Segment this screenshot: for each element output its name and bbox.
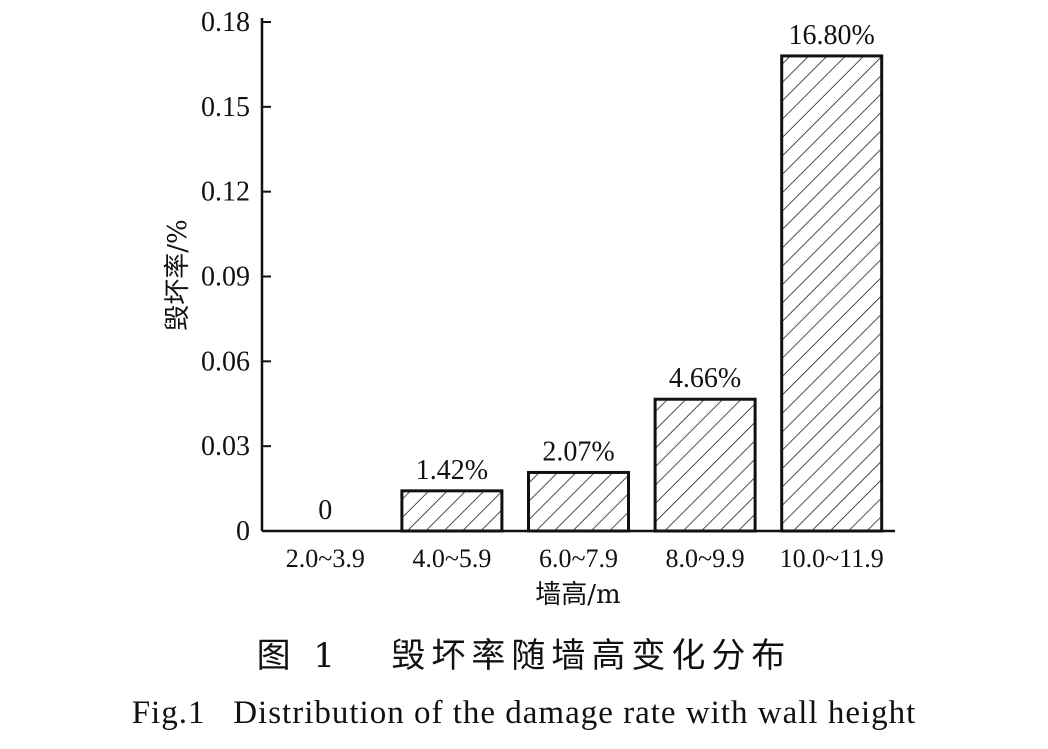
figure-caption-english: Fig.1 Distribution of the damage rate wi… (131, 695, 917, 731)
axes: 0 0.03 0.06 0.09 0.12 0.15 0.18 2.0~3.9 4.0~5.9 6… (201, 7, 895, 573)
y-tick-label: 0.12 (201, 177, 250, 208)
bar-value-label: 4.66% (669, 363, 741, 394)
x-tick-label: 4.0~5.9 (412, 544, 491, 573)
data-labels: 0 1.42% 2.07% 4.66% 16.80% (318, 20, 875, 526)
bar-value-label: 2.07% (542, 436, 614, 467)
bar (653, 397, 757, 533)
y-tick-label: 0.15 (201, 92, 250, 123)
x-axis-title: 墙高/m (535, 580, 620, 610)
y-tick-label: 0.06 (201, 346, 250, 377)
figure-caption-chinese: 图 1 毁坏率随墙高变化分布 (256, 636, 792, 676)
x-tick-label: 2.0~3.9 (286, 544, 365, 573)
bar-value-label: 0 (318, 495, 332, 526)
bar-chart: 0 0.03 0.06 0.09 0.12 0.15 0.18 2.0~3.9 4.0~5.9 6… (163, 7, 895, 610)
y-tick-label: 0.18 (201, 7, 250, 38)
bar-value-label: 16.80% (789, 20, 875, 51)
bar-value-label: 1.42% (416, 455, 488, 486)
y-axis-title: 毁坏率/% (163, 219, 193, 330)
bar (400, 489, 504, 533)
bar (527, 470, 630, 533)
y-tick-label: 0 (236, 516, 250, 547)
y-tick-label: 0.03 (201, 431, 250, 462)
bar (780, 54, 884, 533)
x-tick-label: 8.0~9.9 (666, 544, 745, 573)
y-tick-label: 0.09 (201, 262, 250, 293)
x-tick-label: 10.0~11.9 (780, 544, 884, 573)
x-tick-label: 6.0~7.9 (539, 544, 618, 573)
bars (400, 54, 884, 533)
